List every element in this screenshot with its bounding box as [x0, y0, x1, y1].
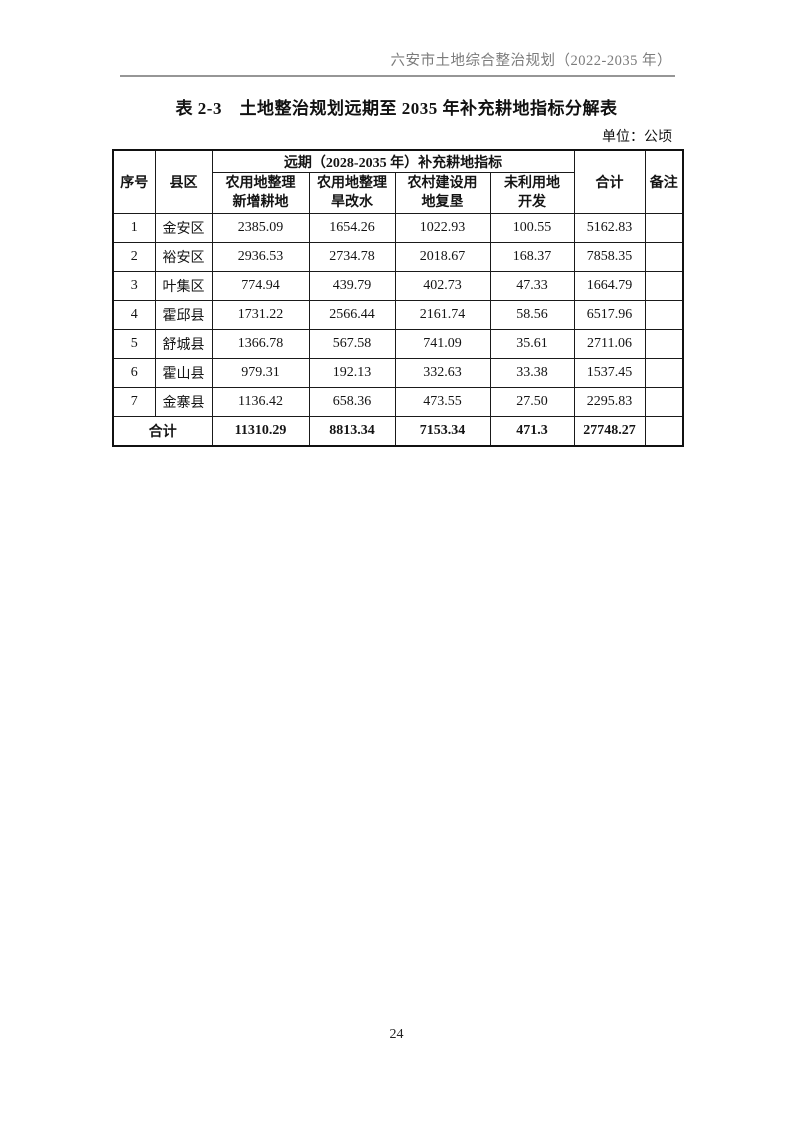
- cell-county: 裕安区: [154, 242, 213, 272]
- cell-total: 27748.27: [573, 416, 646, 447]
- page-number: 24: [389, 1027, 404, 1042]
- table-row: 3 叶集区 774.94 439.79 402.73 47.33 1664.79: [112, 271, 684, 301]
- cell-seq: 6: [112, 358, 156, 388]
- cell-v1: 1366.78: [211, 329, 310, 359]
- cell-total: 7858.35: [573, 242, 646, 272]
- header-cell-county: 县区: [154, 149, 213, 214]
- cell-seq: 2: [112, 242, 156, 272]
- cell-v1: 11310.29: [211, 416, 310, 447]
- header-cell-unused-land-development: 未利用地 开发: [489, 172, 575, 214]
- table-row: 1 金安区 2385.09 1654.26 1022.93 100.55 516…: [112, 213, 684, 243]
- cell-total-label: 合计: [112, 416, 213, 447]
- cell-county: 霍山县: [154, 358, 213, 388]
- cell-remark: [644, 213, 684, 243]
- cell-v2: 8813.34: [308, 416, 396, 447]
- cell-v3: 2018.67: [394, 242, 491, 272]
- header-cell-period-group: 远期（2028-2035 年）补充耕地指标: [211, 149, 575, 173]
- cell-v2: 567.58: [308, 329, 396, 359]
- header-cell-seq: 序号: [112, 149, 156, 214]
- header-cell-farmland-newly-added: 农用地整理 新增耕地: [211, 172, 310, 214]
- cell-remark: [644, 271, 684, 301]
- cell-v4: 58.56: [489, 300, 575, 330]
- header-cell-total: 合计: [573, 149, 646, 214]
- cell-v4: 471.3: [489, 416, 575, 447]
- cell-v1: 2936.53: [211, 242, 310, 272]
- cell-seq: 4: [112, 300, 156, 330]
- running-header: 六安市土地综合整治规划（2022-2035 年）: [390, 53, 672, 69]
- cell-total: 2711.06: [573, 329, 646, 359]
- cell-v4: 35.61: [489, 329, 575, 359]
- cell-county: 金寨县: [154, 387, 213, 417]
- cell-v2: 2566.44: [308, 300, 396, 330]
- header-row-group: 序号 县区 远期（2028-2035 年）补充耕地指标 合计 备注: [112, 149, 684, 214]
- cell-v2: 2734.78: [308, 242, 396, 272]
- cell-v3: 332.63: [394, 358, 491, 388]
- cell-v4: 33.38: [489, 358, 575, 388]
- cell-county: 霍邱县: [154, 300, 213, 330]
- cell-v4: 47.33: [489, 271, 575, 301]
- cell-v4: 100.55: [489, 213, 575, 243]
- table-row: 2 裕安区 2936.53 2734.78 2018.67 168.37 785…: [112, 242, 684, 272]
- cell-seq: 5: [112, 329, 156, 359]
- header-rule: [120, 75, 675, 77]
- cell-v4: 27.50: [489, 387, 575, 417]
- header-cell-dry-to-paddy: 农用地整理 旱改水: [308, 172, 396, 214]
- unit-note: 单位：公顷: [602, 130, 672, 145]
- cell-total: 1537.45: [573, 358, 646, 388]
- table-title: 表 2-3 土地整治规划远期至 2035 年补充耕地指标分解表: [175, 99, 618, 118]
- cell-remark: [644, 329, 684, 359]
- allocation-table: 序号 县区 远期（2028-2035 年）补充耕地指标 合计 备注 农用地整理 …: [112, 149, 685, 447]
- cell-v4: 168.37: [489, 242, 575, 272]
- cell-seq: 3: [112, 271, 156, 301]
- allocation-table-wrapper: 序号 县区 远期（2028-2035 年）补充耕地指标 合计 备注 农用地整理 …: [112, 149, 685, 447]
- cell-county: 舒城县: [154, 329, 213, 359]
- cell-v3: 741.09: [394, 329, 491, 359]
- table-row: 5 舒城县 1366.78 567.58 741.09 35.61 2711.0…: [112, 329, 684, 359]
- header-row-subcolumns: 农用地整理 新增耕地 农用地整理 旱改水 农村建设用 地复垦 未利用地 开发: [113, 172, 683, 214]
- cell-v2: 658.36: [308, 387, 396, 417]
- cell-v1: 2385.09: [211, 213, 310, 243]
- cell-county: 金安区: [154, 213, 213, 243]
- cell-v1: 1731.22: [211, 300, 310, 330]
- cell-v3: 402.73: [394, 271, 491, 301]
- table-total-row: 合计 11310.29 8813.34 7153.34 471.3 27748.…: [112, 416, 684, 447]
- cell-total: 2295.83: [573, 387, 646, 417]
- cell-v3: 7153.34: [394, 416, 491, 447]
- cell-v2: 439.79: [308, 271, 396, 301]
- table-row: 7 金寨县 1136.42 658.36 473.55 27.50 2295.8…: [112, 387, 684, 417]
- header-cell-remark: 备注: [644, 149, 684, 214]
- cell-county: 叶集区: [154, 271, 213, 301]
- cell-v3: 473.55: [394, 387, 491, 417]
- table-row: 6 霍山县 979.31 192.13 332.63 33.38 1537.45: [112, 358, 684, 388]
- cell-v1: 1136.42: [211, 387, 310, 417]
- cell-remark: [644, 300, 684, 330]
- cell-remark: [644, 358, 684, 388]
- cell-total: 5162.83: [573, 213, 646, 243]
- cell-remark: [644, 242, 684, 272]
- cell-remark: [644, 387, 684, 417]
- cell-total: 6517.96: [573, 300, 646, 330]
- cell-v3: 1022.93: [394, 213, 491, 243]
- cell-seq: 1: [112, 213, 156, 243]
- cell-v3: 2161.74: [394, 300, 491, 330]
- cell-v2: 192.13: [308, 358, 396, 388]
- cell-remark: [644, 416, 684, 447]
- cell-v1: 979.31: [211, 358, 310, 388]
- cell-v1: 774.94: [211, 271, 310, 301]
- table-row: 4 霍邱县 1731.22 2566.44 2161.74 58.56 6517…: [112, 300, 684, 330]
- header-cell-rural-construction-reclamation: 农村建设用 地复垦: [394, 172, 491, 214]
- cell-total: 1664.79: [573, 271, 646, 301]
- cell-v2: 1654.26: [308, 213, 396, 243]
- cell-seq: 7: [112, 387, 156, 417]
